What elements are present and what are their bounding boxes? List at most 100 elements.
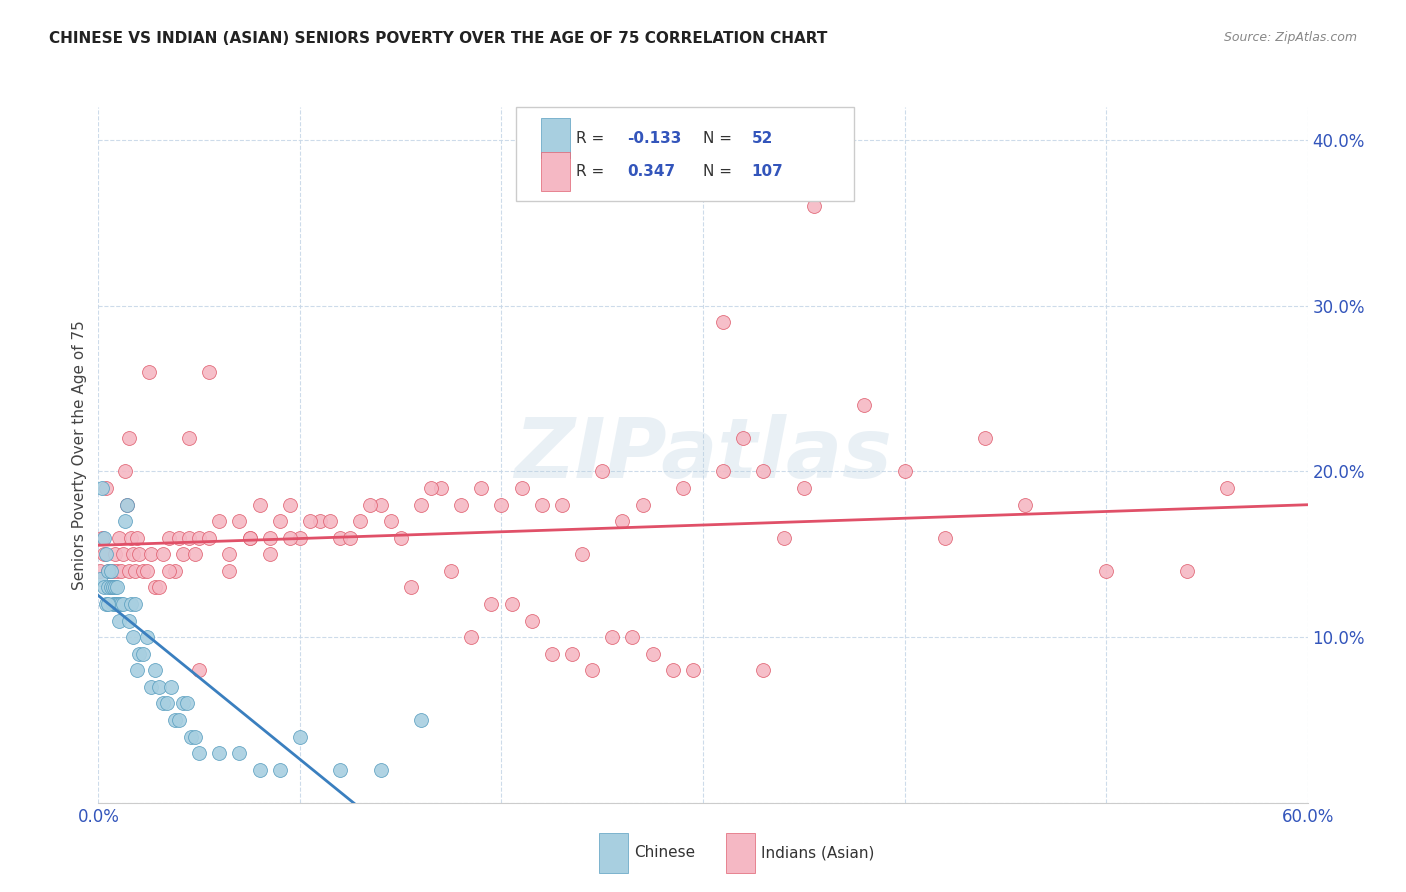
FancyBboxPatch shape <box>599 833 628 872</box>
Point <box>239 531 262 545</box>
Point <box>329 531 352 545</box>
Point <box>139 680 162 694</box>
FancyBboxPatch shape <box>516 107 855 201</box>
Point <box>581 663 603 677</box>
Point <box>105 581 128 595</box>
Point <box>349 514 371 528</box>
Point <box>752 663 775 677</box>
Point <box>228 746 250 760</box>
Point <box>278 498 301 512</box>
Point <box>96 597 118 611</box>
Point <box>125 531 148 545</box>
Point <box>934 531 956 545</box>
Point <box>269 514 291 528</box>
Point <box>101 581 124 595</box>
Point <box>733 431 755 445</box>
Point <box>339 531 361 545</box>
Point <box>111 597 134 611</box>
Point <box>360 498 382 512</box>
Point <box>118 564 141 578</box>
Point <box>121 547 143 561</box>
Point <box>184 547 207 561</box>
Y-axis label: Seniors Poverty Over the Age of 75: Seniors Poverty Over the Age of 75 <box>72 320 87 590</box>
Point <box>128 647 150 661</box>
Point <box>172 547 194 561</box>
Point <box>97 581 120 595</box>
Point <box>163 713 186 727</box>
Point <box>97 564 120 578</box>
Point <box>551 498 574 512</box>
Point <box>520 614 543 628</box>
Point <box>180 730 202 744</box>
Point <box>105 597 128 611</box>
FancyBboxPatch shape <box>541 118 569 158</box>
Point <box>157 564 180 578</box>
Point <box>110 597 132 611</box>
Point <box>772 531 794 545</box>
Point <box>239 531 262 545</box>
Point <box>399 581 422 595</box>
Point <box>278 531 301 545</box>
Point <box>120 531 142 545</box>
Point <box>100 581 122 595</box>
Point <box>100 564 122 578</box>
Point <box>530 498 553 512</box>
Text: 52: 52 <box>751 130 773 145</box>
Point <box>139 547 162 561</box>
Text: -0.133: -0.133 <box>627 130 681 145</box>
Point <box>121 630 143 644</box>
Point <box>218 564 240 578</box>
Point <box>803 199 825 213</box>
Point <box>370 498 392 512</box>
Point <box>148 581 170 595</box>
Point <box>409 713 432 727</box>
Point <box>101 597 124 611</box>
Point <box>1095 564 1118 578</box>
Point <box>661 663 683 677</box>
Point <box>163 564 186 578</box>
Point <box>259 547 281 561</box>
Point <box>288 531 311 545</box>
Point <box>97 564 120 578</box>
Point <box>288 730 311 744</box>
Point <box>124 597 146 611</box>
Point <box>100 581 122 595</box>
Point <box>329 763 352 777</box>
Point <box>1014 498 1036 512</box>
Text: R =: R = <box>576 130 609 145</box>
Point <box>450 498 472 512</box>
Point <box>430 481 453 495</box>
Point <box>89 564 111 578</box>
Point <box>172 697 194 711</box>
Point <box>157 531 180 545</box>
Point <box>682 663 704 677</box>
Text: Chinese: Chinese <box>634 846 695 861</box>
Text: CHINESE VS INDIAN (ASIAN) SENIORS POVERTY OVER THE AGE OF 75 CORRELATION CHART: CHINESE VS INDIAN (ASIAN) SENIORS POVERT… <box>49 31 828 46</box>
Point <box>752 465 775 479</box>
Text: 107: 107 <box>751 164 783 179</box>
Point <box>491 498 513 512</box>
Point <box>132 564 155 578</box>
Point <box>853 398 876 412</box>
Point <box>612 514 634 528</box>
Point <box>540 647 562 661</box>
Point <box>111 547 134 561</box>
Point <box>309 514 332 528</box>
Point <box>93 547 115 561</box>
Point <box>711 315 734 329</box>
Point <box>179 431 201 445</box>
FancyBboxPatch shape <box>725 833 755 872</box>
Point <box>103 581 125 595</box>
Point <box>228 514 250 528</box>
Point <box>440 564 463 578</box>
Point <box>93 581 115 595</box>
Point <box>380 514 402 528</box>
Point <box>125 663 148 677</box>
Point <box>269 763 291 777</box>
Point <box>105 564 128 578</box>
Point <box>319 514 342 528</box>
Point <box>148 680 170 694</box>
Point <box>188 531 211 545</box>
Point <box>176 697 198 711</box>
Text: R =: R = <box>576 164 609 179</box>
